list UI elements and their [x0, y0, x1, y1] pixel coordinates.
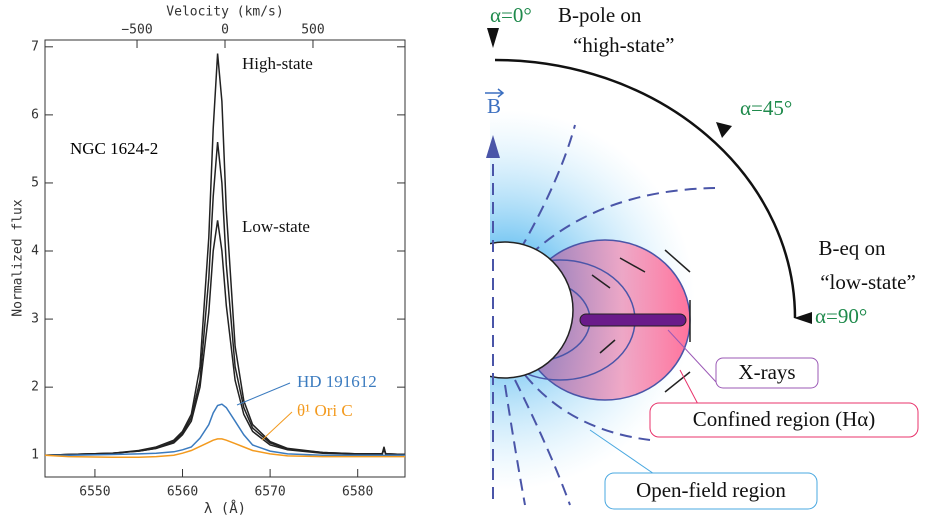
- pole-label: B-pole on: [558, 3, 642, 27]
- y-tick-label: 2: [31, 380, 39, 395]
- x2-axis-label: Velocity (km/s): [166, 5, 283, 20]
- box-label: X-rays: [738, 360, 795, 384]
- spectrum-line: [45, 403, 405, 456]
- series-label: Low-state: [242, 217, 310, 236]
- alpha-label: α=90°: [815, 304, 867, 328]
- x-tick-label: 6580: [342, 485, 373, 500]
- x2-tick-label: 500: [301, 23, 324, 38]
- eq-label: B-eq on: [818, 236, 886, 260]
- magnetosphere: [490, 100, 716, 506]
- leader-line: [261, 411, 293, 441]
- x-tick-label: 6560: [167, 485, 198, 500]
- spectrum-line: [44, 438, 405, 459]
- y-axis-label: Normalized flux: [11, 199, 26, 317]
- chart: 1 2 3 4 5 6 7 6550 6560 6570 6580 −500 0 500: [31, 23, 406, 500]
- x-tick-label: 6550: [79, 485, 110, 500]
- y-tick-label: 7: [31, 39, 39, 54]
- star: [490, 241, 574, 379]
- label-box: [649, 402, 919, 438]
- series-label: HD 191612: [297, 372, 377, 391]
- leader-line: [679, 369, 701, 409]
- alpha-label: α=45°: [740, 96, 792, 120]
- leader-line: [236, 382, 291, 406]
- chart-title: NGC 1624-2: [70, 139, 158, 158]
- box-label: Open-field region: [636, 478, 786, 502]
- alpha-label: α=0°: [490, 3, 532, 27]
- y-tick-label: 5: [31, 175, 39, 190]
- x-axis-label: λ (Å): [204, 500, 246, 517]
- series-label: High-state: [242, 54, 313, 73]
- y-tick-label: 6: [31, 107, 39, 122]
- x-tick-label: 6570: [254, 485, 285, 500]
- marker: [487, 28, 499, 48]
- vector-arrow: [485, 88, 505, 98]
- leader-line: [667, 329, 717, 383]
- xray-bar: [579, 313, 687, 327]
- alpha-arc: [494, 58, 797, 319]
- flow-arrows: [591, 249, 691, 393]
- label-box: [604, 472, 818, 510]
- b-label: B: [487, 94, 501, 118]
- series-label: θ¹ Ori C: [297, 401, 353, 420]
- label-box: [715, 357, 819, 389]
- y-tick-label: 1: [31, 448, 39, 463]
- spectrum-line: [44, 220, 406, 456]
- y-tick-label: 3: [31, 312, 39, 327]
- b-arrow: [486, 135, 500, 158]
- leader-line: [589, 429, 661, 479]
- x2-tick-label: −500: [121, 23, 152, 38]
- eq-label: “low-state”: [820, 270, 916, 294]
- box-label: Confined region (Hα): [693, 407, 875, 431]
- pole-label: “high-state”: [573, 33, 674, 57]
- x2-tick-label: 0: [221, 23, 229, 38]
- y-tick-label: 4: [31, 244, 39, 259]
- marker: [794, 312, 812, 324]
- marker: [716, 122, 732, 138]
- open-field-lines: [504, 124, 716, 506]
